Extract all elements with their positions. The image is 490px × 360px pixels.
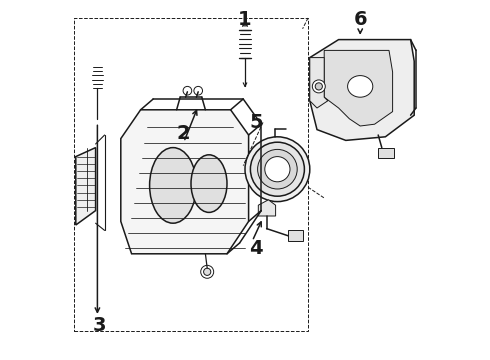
Circle shape xyxy=(245,137,310,202)
Bar xyxy=(74,18,308,331)
Circle shape xyxy=(201,265,214,278)
Text: 6: 6 xyxy=(353,10,367,29)
Circle shape xyxy=(250,142,304,196)
Ellipse shape xyxy=(191,155,227,212)
Circle shape xyxy=(315,83,322,90)
Polygon shape xyxy=(324,50,392,126)
Circle shape xyxy=(258,149,297,189)
Text: 1: 1 xyxy=(238,10,252,29)
Ellipse shape xyxy=(149,148,196,223)
Circle shape xyxy=(265,157,290,182)
Circle shape xyxy=(312,80,325,93)
Polygon shape xyxy=(248,162,267,191)
Text: 2: 2 xyxy=(177,124,191,143)
Circle shape xyxy=(204,268,211,275)
Text: 5: 5 xyxy=(249,113,263,132)
Text: 3: 3 xyxy=(93,316,106,335)
Bar xyxy=(288,230,303,241)
Polygon shape xyxy=(121,110,248,254)
Bar xyxy=(378,148,394,158)
Polygon shape xyxy=(76,148,96,225)
Polygon shape xyxy=(258,200,275,216)
Text: 4: 4 xyxy=(249,239,263,258)
Circle shape xyxy=(194,86,202,95)
Polygon shape xyxy=(310,40,414,140)
Ellipse shape xyxy=(347,76,373,97)
Polygon shape xyxy=(310,58,328,108)
Circle shape xyxy=(183,86,192,95)
